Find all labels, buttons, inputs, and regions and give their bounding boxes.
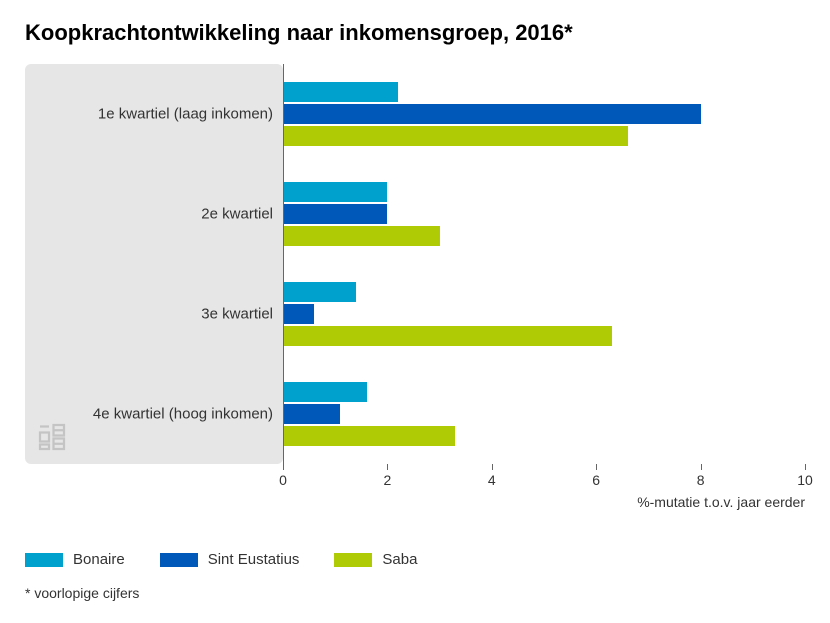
category-label: 3e kwartiel: [201, 306, 273, 323]
x-tick: [492, 464, 493, 470]
bar: [283, 382, 367, 402]
footnote: * voorlopige cijfers: [25, 585, 139, 601]
x-tick: [596, 464, 597, 470]
bar: [283, 204, 387, 224]
x-tick-label: 10: [797, 472, 813, 488]
x-tick: [283, 464, 284, 470]
legend-swatch: [160, 553, 198, 567]
plot-area: 0246810: [283, 64, 805, 464]
legend-swatch: [25, 553, 63, 567]
cbs-logo-icon: [37, 422, 67, 452]
x-axis-title: %-mutatie t.o.v. jaar eerder: [637, 494, 805, 510]
bar: [283, 226, 440, 246]
x-tick: [805, 464, 806, 470]
label-panel-bg: [25, 64, 283, 464]
legend-swatch: [334, 553, 372, 567]
bar: [283, 404, 340, 424]
x-axis-baseline: [283, 64, 284, 464]
bar: [283, 82, 398, 102]
legend-label: Sint Eustatius: [208, 551, 300, 568]
bar: [283, 326, 612, 346]
bar: [283, 182, 387, 202]
legend-item: Saba: [334, 551, 417, 568]
legend-item: Sint Eustatius: [160, 551, 300, 568]
x-tick-label: 0: [279, 472, 287, 488]
x-tick: [701, 464, 702, 470]
legend-label: Bonaire: [73, 551, 125, 568]
chart-container: 0246810 %-mutatie t.o.v. jaar eerder 1e …: [25, 64, 805, 494]
chart-title: Koopkrachtontwikkeling naar inkomensgroe…: [25, 20, 805, 46]
x-tick: [387, 464, 388, 470]
x-tick-label: 6: [592, 472, 600, 488]
x-tick-label: 2: [383, 472, 391, 488]
category-label: 4e kwartiel (hoog inkomen): [93, 406, 273, 423]
category-label: 2e kwartiel: [201, 206, 273, 223]
bar: [283, 282, 356, 302]
legend-item: Bonaire: [25, 551, 125, 568]
bar: [283, 426, 455, 446]
bar: [283, 304, 314, 324]
bar: [283, 104, 701, 124]
legend-label: Saba: [382, 551, 417, 568]
category-label: 1e kwartiel (laag inkomen): [98, 106, 273, 123]
x-tick-label: 8: [697, 472, 705, 488]
bar: [283, 126, 628, 146]
x-tick-label: 4: [488, 472, 496, 488]
legend: Bonaire Sint Eustatius Saba: [25, 551, 417, 568]
